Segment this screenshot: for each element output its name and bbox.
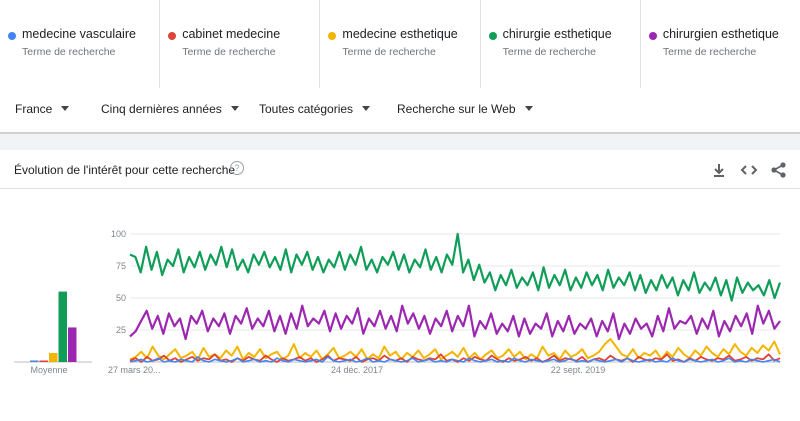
series-line: [129, 356, 781, 363]
term-type: Terme de recherche: [22, 46, 116, 58]
series-line: [129, 338, 781, 361]
average-bar: [58, 291, 67, 362]
search-type-filter[interactable]: Recherche sur le Web: [397, 102, 533, 116]
term-type: Terme de recherche: [342, 46, 436, 58]
y-tick-label: 25: [116, 325, 126, 335]
series-line: [129, 304, 781, 341]
country-filter[interactable]: France: [15, 102, 70, 116]
search-term-4[interactable]: chirurgie esthetique Terme de recherche: [481, 0, 641, 88]
x-tick-label: 27 mars 20...: [108, 365, 161, 375]
term-type: Terme de recherche: [182, 46, 276, 58]
term-name: cabinet medecine: [182, 27, 281, 41]
average-label: Moyenne: [30, 365, 67, 375]
interest-over-time-card: Évolution de l'intérêt pour cette recher…: [0, 150, 800, 421]
search-term-1[interactable]: medecine vasculaire Terme de recherche: [0, 0, 161, 88]
term-type: Terme de recherche: [662, 46, 757, 58]
search-term-2[interactable]: cabinet medecine Terme de recherche: [160, 0, 321, 88]
average-bar: [68, 327, 77, 362]
section-gap: [0, 134, 800, 150]
embed-code-icon[interactable]: [739, 160, 759, 180]
y-tick-label: 75: [116, 261, 126, 271]
term-color-dot: [8, 32, 16, 40]
term-name: chirurgie esthetique: [502, 27, 612, 41]
share-icon[interactable]: [769, 160, 789, 180]
caret-down-icon: [524, 106, 533, 112]
average-bar: [49, 353, 58, 362]
search-type-filter-label: Recherche sur le Web: [397, 102, 516, 116]
country-filter-label: France: [15, 102, 53, 116]
term-name: chirurgien esthetique: [662, 27, 779, 41]
caret-down-icon: [61, 106, 70, 112]
term-color-dot: [168, 32, 177, 40]
card-divider: [0, 188, 800, 189]
term-color-dot: [488, 32, 497, 40]
search-term-5[interactable]: chirurgien esthetique Terme de recherche: [641, 0, 800, 88]
help-icon[interactable]: ?: [230, 161, 244, 175]
period-filter[interactable]: Cinq dernières années: [101, 102, 239, 116]
term-name: medecine esthetique: [342, 27, 458, 41]
term-name: medecine vasculaire: [22, 27, 136, 41]
x-tick-label: 22 sept. 2019: [551, 365, 606, 375]
category-filter-label: Toutes catégories: [259, 102, 354, 116]
card-title: Évolution de l'intérêt pour cette recher…: [14, 163, 236, 177]
search-term-3[interactable]: medecine esthetique Terme de recherche: [320, 0, 481, 88]
period-filter-label: Cinq dernières années: [101, 102, 222, 116]
term-type: Terme de recherche: [502, 46, 596, 58]
interest-chart: 25 50 75 100 27 mars 20... 24 déc. 2017 22 sep…: [14, 229, 782, 375]
x-tick-label: 24 déc. 2017: [331, 365, 383, 375]
y-tick-label: 50: [116, 293, 126, 303]
caret-down-icon: [230, 106, 239, 112]
caret-down-icon: [362, 106, 371, 112]
filters-bar: France Cinq dernières années Toutes caté…: [0, 88, 800, 134]
average-bar: [39, 360, 48, 362]
average-bar: [30, 360, 39, 362]
series-line: [129, 232, 782, 302]
term-color-dot: [648, 32, 657, 40]
category-filter[interactable]: Toutes catégories: [259, 102, 371, 116]
y-tick-label: 100: [111, 229, 126, 239]
term-color-dot: [328, 32, 337, 40]
search-terms-bar: medecine vasculaire Terme de recherche cab…: [0, 0, 800, 89]
download-icon[interactable]: [709, 160, 729, 180]
